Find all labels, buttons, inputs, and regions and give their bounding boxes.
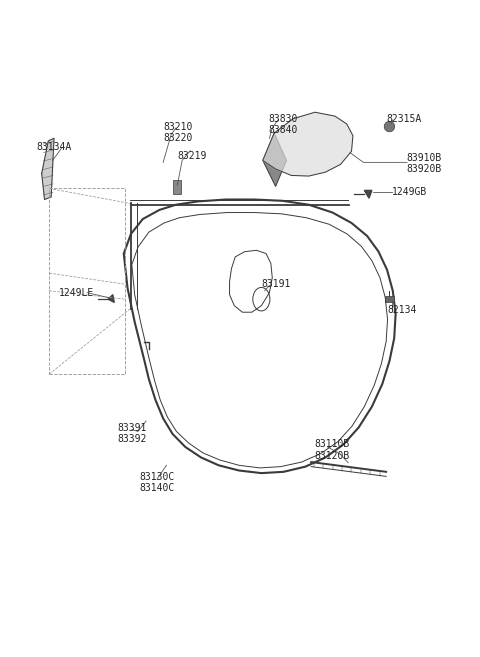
Text: 83910B: 83910B xyxy=(407,153,442,163)
Text: 83391: 83391 xyxy=(117,422,146,432)
Polygon shape xyxy=(263,133,287,187)
Text: 83140C: 83140C xyxy=(139,483,175,493)
Polygon shape xyxy=(263,112,353,176)
Text: 83220: 83220 xyxy=(164,133,193,143)
Text: 83210: 83210 xyxy=(164,122,193,131)
Text: 83920B: 83920B xyxy=(407,164,442,174)
Text: 83130C: 83130C xyxy=(139,472,175,482)
Text: 83191: 83191 xyxy=(261,279,290,289)
Text: 83110B: 83110B xyxy=(314,440,349,449)
FancyBboxPatch shape xyxy=(173,180,181,194)
Text: 1249LE: 1249LE xyxy=(59,288,94,298)
Text: 1249GB: 1249GB xyxy=(392,187,428,196)
Text: 82315A: 82315A xyxy=(386,114,421,124)
Text: 83392: 83392 xyxy=(117,434,146,443)
Text: 83840: 83840 xyxy=(268,125,298,135)
Polygon shape xyxy=(42,138,54,200)
FancyBboxPatch shape xyxy=(385,296,394,302)
Text: 83219: 83219 xyxy=(178,151,207,161)
Polygon shape xyxy=(364,191,372,198)
Polygon shape xyxy=(108,294,114,302)
Text: 83830: 83830 xyxy=(268,114,298,124)
Text: 83134A: 83134A xyxy=(36,143,72,152)
Ellipse shape xyxy=(384,122,395,132)
Text: 83120B: 83120B xyxy=(314,451,349,461)
Text: 82134: 82134 xyxy=(387,306,417,315)
